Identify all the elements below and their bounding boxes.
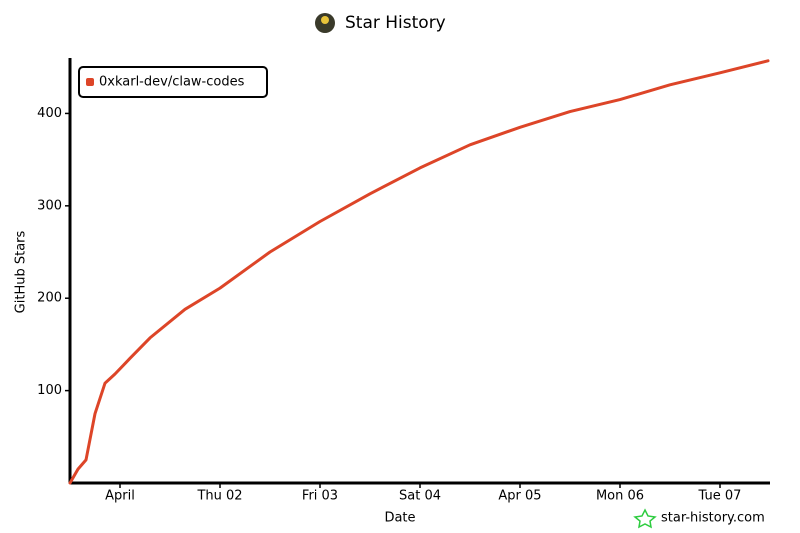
y-tick-label: 200 — [37, 291, 62, 306]
avatar — [315, 13, 335, 33]
x-tick-label: Sat 04 — [399, 489, 441, 504]
legend-box — [78, 66, 268, 98]
legend-swatch — [86, 78, 94, 86]
chart-title: Star History — [345, 13, 446, 33]
x-tick-label: Mon 06 — [596, 489, 644, 504]
watermark-icon — [633, 508, 657, 529]
x-tick-label: April — [105, 489, 135, 504]
y-tick-label: 100 — [37, 383, 62, 398]
x-axis-label: Date — [384, 511, 415, 526]
y-tick-label: 400 — [37, 106, 62, 121]
series-line — [68, 59, 770, 485]
x-tick-label: Tue 07 — [698, 489, 742, 504]
legend: 0xkarl-dev/claw-codes — [78, 66, 268, 98]
x-tick-label: Fri 03 — [302, 489, 338, 504]
x-tick-label: Thu 02 — [196, 489, 242, 504]
y-axis-label: GitHub Stars — [14, 230, 29, 313]
x-tick-label: Apr 05 — [498, 489, 541, 504]
watermark: star-history.com — [661, 511, 765, 526]
y-tick-label: 300 — [37, 198, 62, 213]
legend-label: 0xkarl-dev/claw-codes — [99, 75, 245, 90]
